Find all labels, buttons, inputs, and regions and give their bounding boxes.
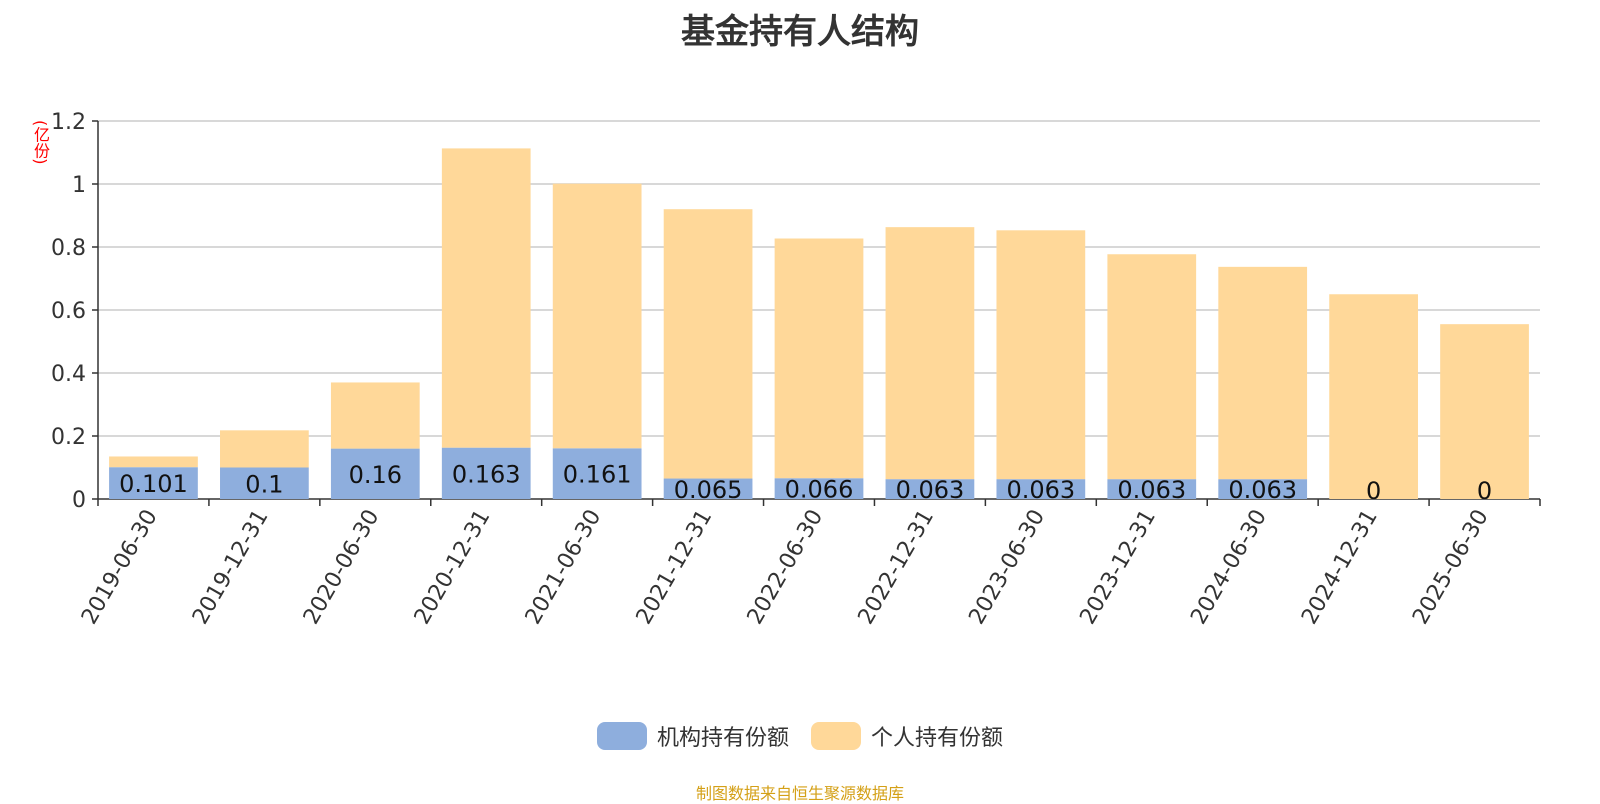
data-label-institutional: 0.161 [563,461,632,489]
bar-institutional [441,447,531,499]
bar-individual [1440,324,1529,499]
x-tick-label: 2020-12-31 [410,506,496,629]
legend-swatch-individual [811,722,861,750]
x-tick-label: 2021-12-31 [632,506,718,629]
bar-individual [330,382,420,449]
bar-institutional [220,467,309,499]
data-label-institutional: 0.065 [674,476,743,504]
bar-individual [996,230,1086,480]
data-label-institutional: 0.101 [119,470,188,498]
x-tick-label: 2024-06-30 [1186,506,1272,629]
data-label-institutional: 0.16 [349,461,402,489]
bar-individual [441,148,531,448]
x-tick-label: 2019-12-31 [188,506,274,629]
y-tick-label: 1 [72,173,86,198]
bar-individual [1329,294,1418,499]
y-tick-label: 0.2 [51,425,86,450]
data-label-institutional: 0.163 [452,460,521,488]
bar-institutional [330,448,420,499]
data-label-institutional: 0 [1477,477,1492,505]
bar-individual [663,209,753,479]
data-source-note: 制图数据来自恒生聚源数据库 [695,784,904,803]
x-tick-label: 2023-12-31 [1075,506,1161,629]
y-tick-label: 0.4 [51,362,86,387]
y-tick-label: 0.6 [51,299,86,324]
x-tick-label: 2020-06-30 [299,506,385,629]
bar-institutional [109,467,198,499]
legend-swatch-institutional [596,722,647,750]
legend-label-individual: 个人持有份额 [871,726,1004,751]
x-tick-label: 2022-06-30 [743,506,829,629]
data-label-institutional: 0.063 [1006,476,1075,504]
bar-institutional [552,448,642,499]
bar-individual [220,430,309,468]
data-label-institutional: 0.063 [896,476,965,504]
x-tick-label: 2021-06-30 [521,506,607,629]
bar-individual [1218,266,1308,480]
y-tick-label: 0.8 [51,236,86,261]
bar-institutional [1107,479,1197,499]
bar-institutional [774,478,864,499]
chart-title: 基金持有人结构 [681,12,919,52]
y-tick-label: 0 [72,488,86,513]
y-tick-label: 1.2 [51,110,86,135]
data-label-institutional: 0.063 [1228,476,1297,504]
data-label-institutional: 0.063 [1117,476,1186,504]
x-tick-label: 2019-06-30 [77,506,163,629]
x-tick-label: 2025-06-30 [1408,506,1494,629]
data-label-institutional: 0 [1366,477,1381,505]
y-axis-unit-label: (亿份) [31,120,50,165]
chart-legend: 机构持有份额 个人持有份额 [0,720,1600,752]
x-tick-label: 2024-12-31 [1297,506,1383,629]
x-tick-label: 2022-12-31 [854,506,940,629]
data-label-institutional: 0.1 [245,470,283,498]
bar-individual [774,238,864,479]
bar-institutional [1218,479,1308,499]
bar-institutional [663,478,753,499]
legend-item-individual[interactable]: 个人持有份额 [811,720,1003,752]
bar-individual [552,183,642,449]
legend-label-institutional: 机构持有份额 [656,726,789,751]
bar-individual [1107,254,1197,480]
legend-item-institutional[interactable]: 机构持有份额 [596,720,789,752]
bar-individual [109,456,198,468]
bar-institutional [885,479,975,499]
bar-individual [885,227,975,480]
x-tick-label: 2023-06-30 [964,506,1050,629]
bar-institutional [996,479,1086,499]
data-label-institutional: 0.066 [785,476,854,504]
